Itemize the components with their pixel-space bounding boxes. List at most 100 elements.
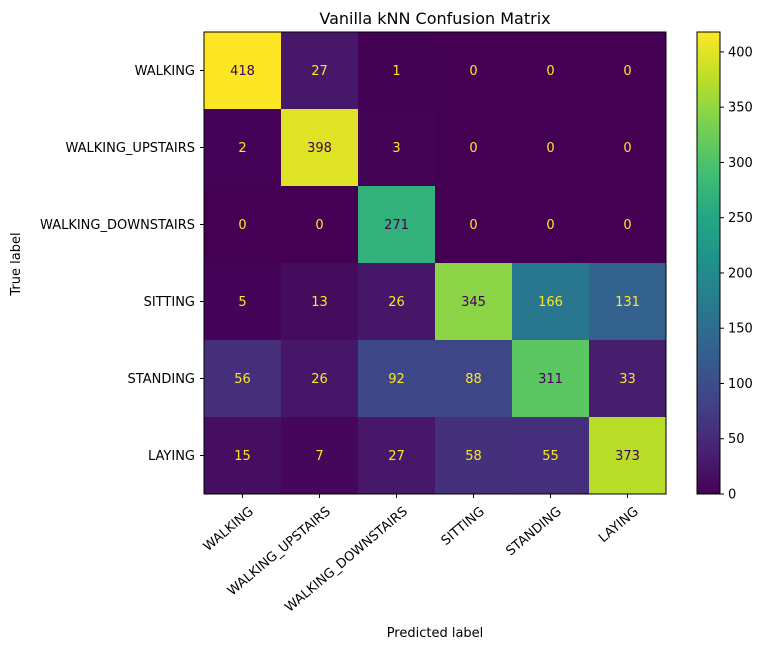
- y-axis-label: True label: [9, 232, 24, 296]
- heatmap-cell: [589, 32, 667, 110]
- x-axis-label: Predicted label: [387, 626, 484, 641]
- x-tick-label: SITTING: [439, 504, 488, 549]
- cell-value-label: 0: [546, 141, 554, 156]
- heatmap-cell: [358, 109, 436, 187]
- x-tick-label: WALKING_DOWNSTAIRS: [282, 504, 410, 615]
- heatmap-cell: [512, 417, 590, 495]
- heatmap-cell: [435, 263, 513, 341]
- cell-value-label: 15: [234, 449, 251, 464]
- cell-value-label: 55: [542, 449, 559, 464]
- cell-value-label: 5: [238, 295, 246, 310]
- heatmap-cell: [204, 340, 282, 418]
- colorbar-tick-label: 300: [728, 156, 753, 171]
- heatmap-cell: [512, 109, 590, 187]
- heatmap-cell: [435, 186, 513, 264]
- cell-value-label: 0: [238, 218, 246, 233]
- chart-title: Vanilla kNN Confusion Matrix: [319, 9, 550, 28]
- colorbar-tick-label: 200: [728, 266, 753, 281]
- heatmap-cell: [435, 340, 513, 418]
- colorbar-tick-label: 0: [728, 488, 736, 503]
- y-tick-label: STANDING: [128, 372, 195, 387]
- cell-value-label: 88: [465, 372, 482, 387]
- cell-value-label: 0: [623, 64, 631, 79]
- cell-value-label: 7: [315, 449, 323, 464]
- y-tick-label: WALKING_UPSTAIRS: [66, 141, 196, 156]
- cell-value-label: 166: [538, 295, 563, 310]
- heatmap-cell: [281, 417, 359, 495]
- heatmap-cell: [589, 186, 667, 264]
- cell-value-label: 373: [615, 449, 640, 464]
- colorbar-ticks: 0 50 100 150 200 250 300 350 400: [720, 45, 753, 503]
- y-axis-ticks: WALKING WALKING_UPSTAIRS WALKING_DOWNSTAIR…: [40, 64, 204, 464]
- cell-value-label: 1: [392, 64, 400, 79]
- y-tick-label: WALKING: [135, 64, 195, 79]
- heatmap-cell: [281, 109, 359, 187]
- cell-value-label: 345: [461, 295, 486, 310]
- heatmap-cell: [204, 186, 282, 264]
- heatmap-cell: [435, 109, 513, 187]
- cell-value-label: 0: [546, 64, 554, 79]
- cell-value-label: 27: [311, 64, 328, 79]
- cell-value-label: 0: [623, 141, 631, 156]
- cell-value-label: 13: [311, 295, 328, 310]
- heatmap-cell: [512, 186, 590, 264]
- colorbar-tick-label: 350: [728, 101, 753, 116]
- x-axis-ticks: WALKINGWALKING_UPSTAIRSWALKING_DOWNSTAIR…: [201, 494, 642, 615]
- x-tick-label: STANDING: [503, 504, 564, 559]
- heatmap-cell: [589, 109, 667, 187]
- heatmap-cell: [204, 263, 282, 341]
- cell-value-label: 26: [311, 372, 328, 387]
- heatmap-cell: [358, 340, 436, 418]
- cell-value-label: 26: [388, 295, 405, 310]
- heatmap-cell: [435, 417, 513, 495]
- heatmap-cell: [358, 32, 436, 110]
- cell-value-label: 398: [307, 141, 332, 156]
- y-tick-label: SITTING: [144, 295, 195, 310]
- cell-value-label: 0: [469, 141, 477, 156]
- colorbar-tick-label: 400: [728, 45, 753, 60]
- heatmap-cell: [358, 417, 436, 495]
- heatmap-cell: [204, 32, 282, 110]
- cell-value-label: 27: [388, 449, 405, 464]
- cell-value-label: 56: [234, 372, 251, 387]
- heatmap-cell: [512, 340, 590, 418]
- heatmap-cell: [358, 263, 436, 341]
- heatmap-cell: [281, 340, 359, 418]
- cell-value-label: 33: [619, 372, 636, 387]
- colorbar-tick-label: 50: [728, 432, 745, 447]
- cell-value-label: 0: [469, 218, 477, 233]
- cell-value-label: 0: [315, 218, 323, 233]
- heatmap-cell: [512, 263, 590, 341]
- colorbar: [696, 31, 721, 495]
- heatmap-cell: [281, 186, 359, 264]
- colorbar-tick-label: 250: [728, 211, 753, 226]
- cell-value-label: 271: [384, 218, 409, 233]
- x-tick-label: WALKING: [201, 504, 257, 554]
- x-tick-label: LAYING: [596, 504, 642, 546]
- heatmap-cell: [589, 263, 667, 341]
- y-tick-label: WALKING_DOWNSTAIRS: [40, 218, 195, 233]
- colorbar-tick-label: 150: [728, 322, 753, 337]
- cell-value-label: 92: [388, 372, 405, 387]
- heatmap-cells: 418 27 1 0 0 02 398 3 0 0 00 0 271 0 0 05 13 26 345 166 1315…: [204, 32, 667, 495]
- cell-value-label: 0: [469, 64, 477, 79]
- cell-value-label: 0: [623, 218, 631, 233]
- cell-value-label: 131: [615, 295, 640, 310]
- heatmap-cell: [435, 32, 513, 110]
- cell-value-label: 2: [238, 141, 246, 156]
- cell-value-label: 0: [546, 218, 554, 233]
- heatmap-cell: [281, 263, 359, 341]
- heatmap-cell: [204, 109, 282, 187]
- heatmap-cell: [358, 186, 436, 264]
- plot-frame: [203, 31, 667, 495]
- cell-value-label: 311: [538, 372, 563, 387]
- heatmap-cell: [589, 417, 667, 495]
- cell-value-label: 418: [230, 64, 255, 79]
- heatmap-cell: [204, 417, 282, 495]
- y-tick-label: LAYING: [148, 449, 195, 464]
- colorbar-tick-label: 100: [728, 377, 753, 392]
- cell-value-label: 3: [392, 141, 400, 156]
- heatmap-cell: [281, 32, 359, 110]
- heatmap-cell: [512, 32, 590, 110]
